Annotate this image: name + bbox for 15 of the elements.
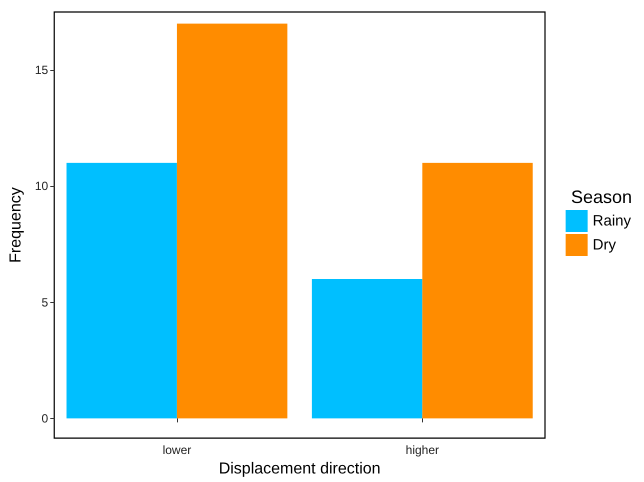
- y-tick-label: 0: [42, 411, 49, 426]
- y-tick-label: 15: [34, 63, 49, 78]
- bar: [422, 162, 533, 418]
- x-tick-label: higher: [406, 443, 439, 458]
- y-tick-label: 10: [34, 179, 49, 194]
- legend-title: Season: [570, 187, 632, 207]
- x-axis-title: Displacement direction: [218, 460, 381, 478]
- bar: [66, 162, 177, 418]
- legend-label: Dry: [592, 236, 616, 254]
- x-tick-label: lower: [162, 443, 192, 458]
- y-axis-title: Frequency: [8, 187, 24, 263]
- bar: [176, 24, 288, 418]
- bar: [312, 279, 422, 418]
- y-tick-label: 5: [42, 295, 49, 310]
- legend-label: Rainy: [592, 212, 632, 230]
